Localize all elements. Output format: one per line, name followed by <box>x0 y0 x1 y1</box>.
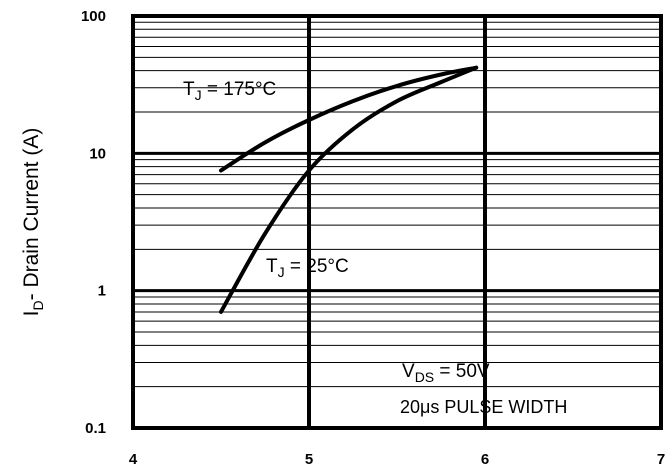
x-tick-label: 5 <box>305 451 313 468</box>
y-tick-label: 10 <box>89 145 106 162</box>
grid <box>133 16 661 428</box>
y-tick-label: 100 <box>81 8 106 25</box>
x-tick-label: 6 <box>481 451 489 468</box>
y-tick-label: 0.1 <box>85 420 106 437</box>
y-tick-label: 1 <box>98 283 106 300</box>
pulse-width-annotation: 20μs PULSE WIDTH <box>400 397 567 417</box>
vds-annotation: VDS = 50V <box>402 361 490 385</box>
x-tick-label: 4 <box>129 451 138 468</box>
series-label-tj-175: TJ = 175°C <box>183 79 276 103</box>
tick-labels: 4 5 6 7 0.1 1 10 100 <box>81 8 665 468</box>
x-tick-label: 7 <box>657 451 665 468</box>
y-axis-label: ID- Drain Current (A) <box>20 128 46 317</box>
series-label-tj-25: TJ = 25°C <box>266 256 349 280</box>
plot-frame <box>133 16 661 428</box>
